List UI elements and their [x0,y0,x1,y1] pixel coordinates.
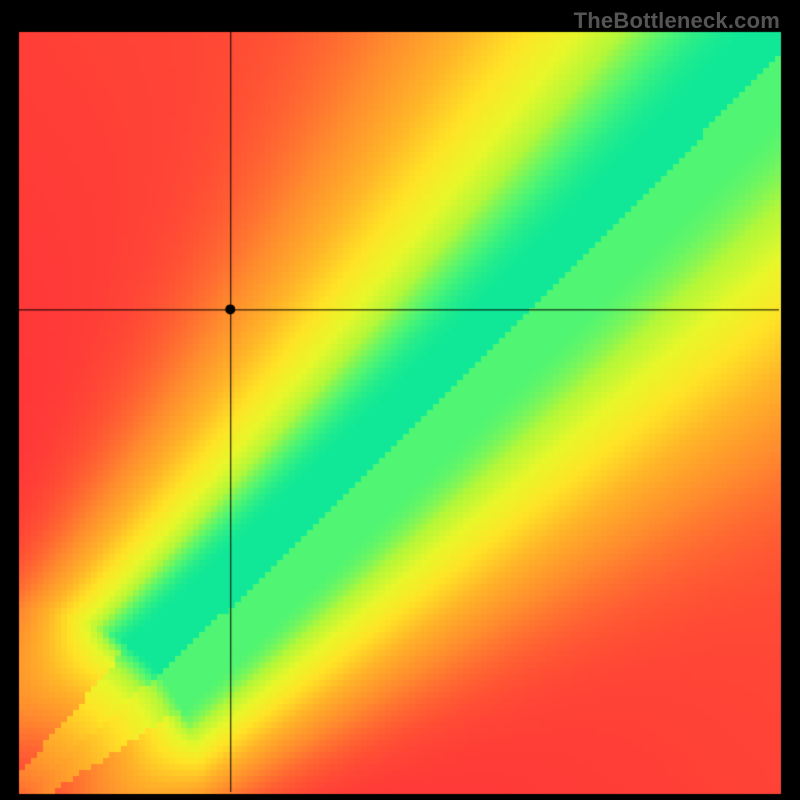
watermark-text: TheBottleneck.com [574,8,780,34]
bottleneck-heatmap [0,0,800,800]
